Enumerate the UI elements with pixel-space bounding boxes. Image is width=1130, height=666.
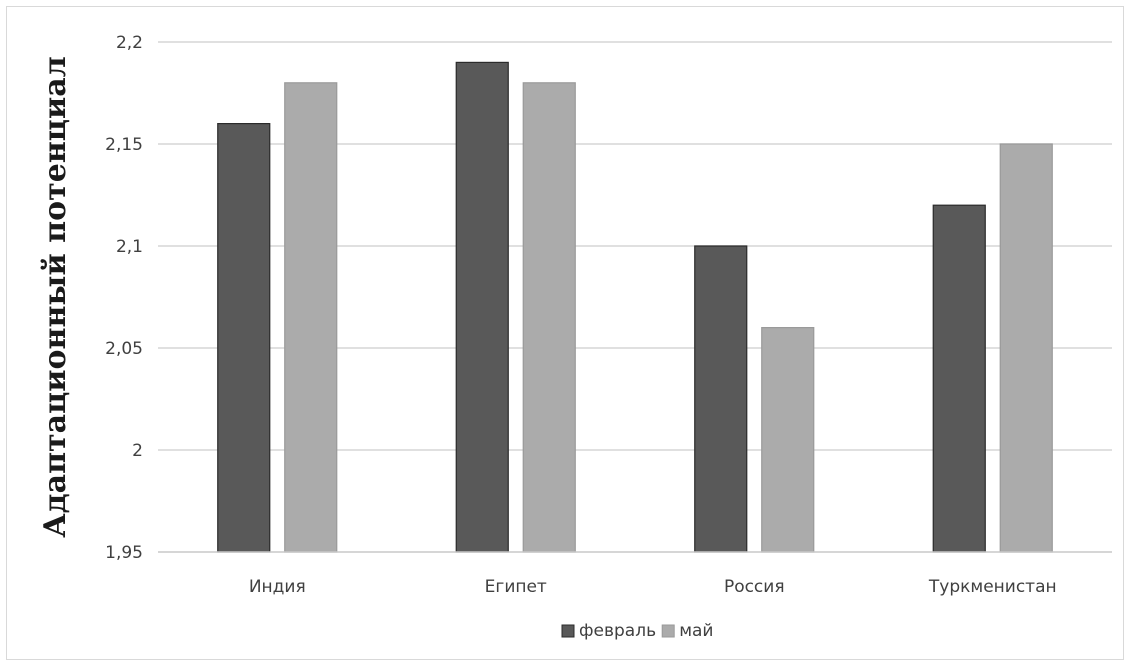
x-category-label: Египет <box>485 577 547 597</box>
legend: февраль май <box>561 621 713 641</box>
bar-май-Россия <box>761 327 815 553</box>
y-tick-label: 2,05 <box>105 339 143 359</box>
bar-февраль-Россия <box>694 245 748 553</box>
y-axis-ticks: 1,95 2 2,05 2,1 2,15 2,2 <box>105 33 143 563</box>
bar-февраль-Туркменистан <box>932 204 986 553</box>
bars <box>217 61 1053 553</box>
x-category-label: Россия <box>724 577 785 597</box>
y-tick-label: 2,1 <box>116 237 143 257</box>
y-tick-label: 2 <box>132 441 143 461</box>
bar-февраль-Египет <box>455 61 509 553</box>
bar-май-Туркменистан <box>999 143 1053 553</box>
bar-май-Египет <box>522 82 576 553</box>
x-axis-categories: Индия Египет Россия Туркменистан <box>249 577 1057 597</box>
x-category-label: Индия <box>249 577 306 597</box>
y-axis-label: Адаптационный потенциал <box>38 56 73 538</box>
x-category-label: Туркменистан <box>928 577 1057 597</box>
y-tick-label: 2,2 <box>116 33 143 53</box>
y-tick-label: 1,95 <box>105 543 143 563</box>
legend-label: май <box>679 621 713 641</box>
bar-февраль-Индия <box>217 122 271 553</box>
bar-май-Индия <box>284 82 338 553</box>
legend-swatch-февраль <box>561 624 575 638</box>
legend-label: февраль <box>579 621 656 641</box>
legend-swatch-май <box>661 624 675 638</box>
y-tick-label: 2,15 <box>105 135 143 155</box>
